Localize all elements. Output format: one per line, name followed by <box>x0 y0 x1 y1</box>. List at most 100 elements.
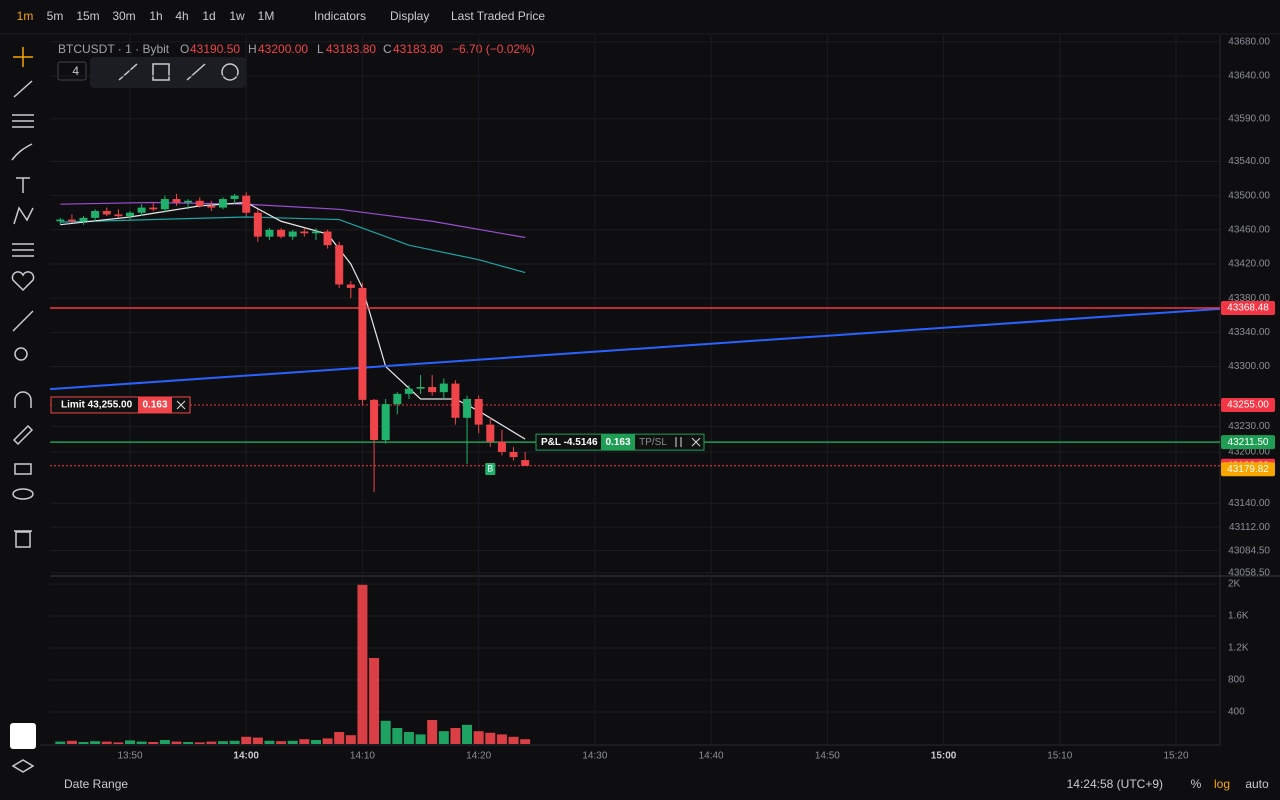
brush-tool[interactable] <box>11 143 33 161</box>
draw-path[interactable] <box>186 63 206 81</box>
volume-bar <box>415 734 426 744</box>
reverse-button[interactable] <box>675 437 682 448</box>
volume-bar <box>113 742 124 744</box>
candle-body <box>67 219 76 222</box>
timeframe-button[interactable]: 1M <box>258 9 275 23</box>
percent-toggle[interactable]: % <box>1191 777 1202 791</box>
timeframe-button[interactable]: 1m <box>17 9 34 23</box>
timeframe-button[interactable]: 15m <box>76 9 99 23</box>
volume-bar <box>345 735 356 744</box>
draw-rect[interactable] <box>152 63 170 81</box>
log-toggle[interactable]: log <box>1214 777 1230 791</box>
limit-cancel[interactable] <box>176 400 186 410</box>
volume-bar <box>125 740 135 744</box>
volume-bar <box>496 734 507 744</box>
change-value: −6.70 (−0.02%) <box>452 42 535 56</box>
volume-bar <box>264 740 275 744</box>
candle-body <box>172 199 181 203</box>
tpsl-button[interactable]: TP/SL <box>639 437 667 448</box>
y-tick-label: 43112.00 <box>1229 522 1270 533</box>
fib-tool[interactable] <box>12 114 34 128</box>
prediction-tool[interactable] <box>12 243 34 257</box>
price-tag-label: 43255.00 <box>1227 400 1269 411</box>
pattern-tool[interactable] <box>13 206 34 225</box>
y-tick-label: 43500.00 <box>1228 190 1270 201</box>
candle-body <box>474 398 483 425</box>
timeframe-button[interactable]: 1h <box>149 9 162 23</box>
volume-bar <box>462 724 473 744</box>
candle-body <box>114 214 123 217</box>
y-tick-label: 43340.00 <box>1228 327 1270 338</box>
volume-bar <box>66 740 77 744</box>
drawing-count-box[interactable] <box>57 61 87 81</box>
y-tick-label: 43420.00 <box>1228 259 1270 270</box>
limit-qty: 0.163 <box>142 400 167 411</box>
draw-settings[interactable] <box>221 63 239 81</box>
draw-trend[interactable] <box>118 63 138 81</box>
candle-body <box>416 387 425 389</box>
low-value: 43183.80 <box>326 42 376 56</box>
timeframe-button[interactable]: 1d <box>202 9 215 23</box>
candle-body <box>230 195 239 200</box>
indicator-line <box>60 201 526 239</box>
candle-body <box>509 451 518 458</box>
y-tick-label: 43680.00 <box>1228 36 1270 47</box>
display-button[interactable]: Display <box>390 9 429 23</box>
candle-body <box>253 212 262 237</box>
candle-body <box>370 399 379 440</box>
volume-bar <box>229 740 240 744</box>
x-tick-label: 14:50 <box>815 751 840 762</box>
volume-bar <box>287 740 298 744</box>
pnl-label: P&L -4.5146 <box>541 437 598 448</box>
left-toolbar <box>11 47 35 773</box>
volume-bar <box>171 741 182 744</box>
volume-bar <box>485 732 496 744</box>
text-tool[interactable] <box>16 177 30 193</box>
x-tick-label: 14:40 <box>699 751 724 762</box>
price-tag-label: 43211.50 <box>1228 437 1269 448</box>
delete-tool[interactable] <box>14 530 32 548</box>
candle-body <box>149 207 158 210</box>
position-close[interactable] <box>691 437 701 447</box>
magnet-tool[interactable] <box>14 391 32 408</box>
date-range[interactable]: Date Range <box>64 777 128 791</box>
volume-bar <box>334 732 345 744</box>
draw-mode-tool[interactable] <box>12 424 34 446</box>
timeframe-button[interactable]: 30m <box>112 9 135 23</box>
auto-toggle[interactable]: auto <box>1245 777 1269 791</box>
price-source-button[interactable]: Last Traded Price <box>451 9 545 23</box>
visibility-tool[interactable] <box>12 488 34 500</box>
y-tick-label: 43300.00 <box>1228 361 1270 372</box>
zoom-tool[interactable] <box>14 347 28 361</box>
candle-body <box>521 460 530 466</box>
indicators-button[interactable]: Indicators <box>314 9 366 23</box>
candle-body <box>439 383 448 393</box>
volume-bar <box>403 732 414 744</box>
volume-bar <box>148 742 159 744</box>
lock-tool[interactable] <box>14 463 32 475</box>
favorites-tool[interactable] <box>11 271 35 292</box>
timeframe-button[interactable]: 1w <box>229 9 245 23</box>
close-value: 43183.80 <box>393 42 443 56</box>
indicator-line <box>60 216 526 274</box>
layers-tool[interactable] <box>11 759 35 773</box>
volume-tick-label: 1.2K <box>1228 643 1249 654</box>
candle-body <box>311 231 320 234</box>
line-tool[interactable] <box>13 80 33 98</box>
volume-tick-label: 800 <box>1228 675 1245 686</box>
volume-bar <box>55 741 66 744</box>
price-tag <box>1221 435 1275 450</box>
candle-body <box>79 217 88 222</box>
ruler-tool[interactable] <box>12 310 34 332</box>
candle-body <box>393 393 402 405</box>
candle-body <box>335 245 344 285</box>
candle-body <box>126 212 134 217</box>
y-tick-label: 43460.00 <box>1228 224 1270 235</box>
y-tick-label: 43084.50 <box>1228 545 1270 556</box>
timeframe-button[interactable]: 5m <box>47 9 64 23</box>
timeframe-button[interactable]: 4h <box>175 9 188 23</box>
crosshair-tool[interactable] <box>13 47 33 67</box>
y-tick-label: 43380.00 <box>1228 293 1270 304</box>
candle-body <box>404 388 413 394</box>
x-tick-label: 15:20 <box>1163 751 1188 762</box>
